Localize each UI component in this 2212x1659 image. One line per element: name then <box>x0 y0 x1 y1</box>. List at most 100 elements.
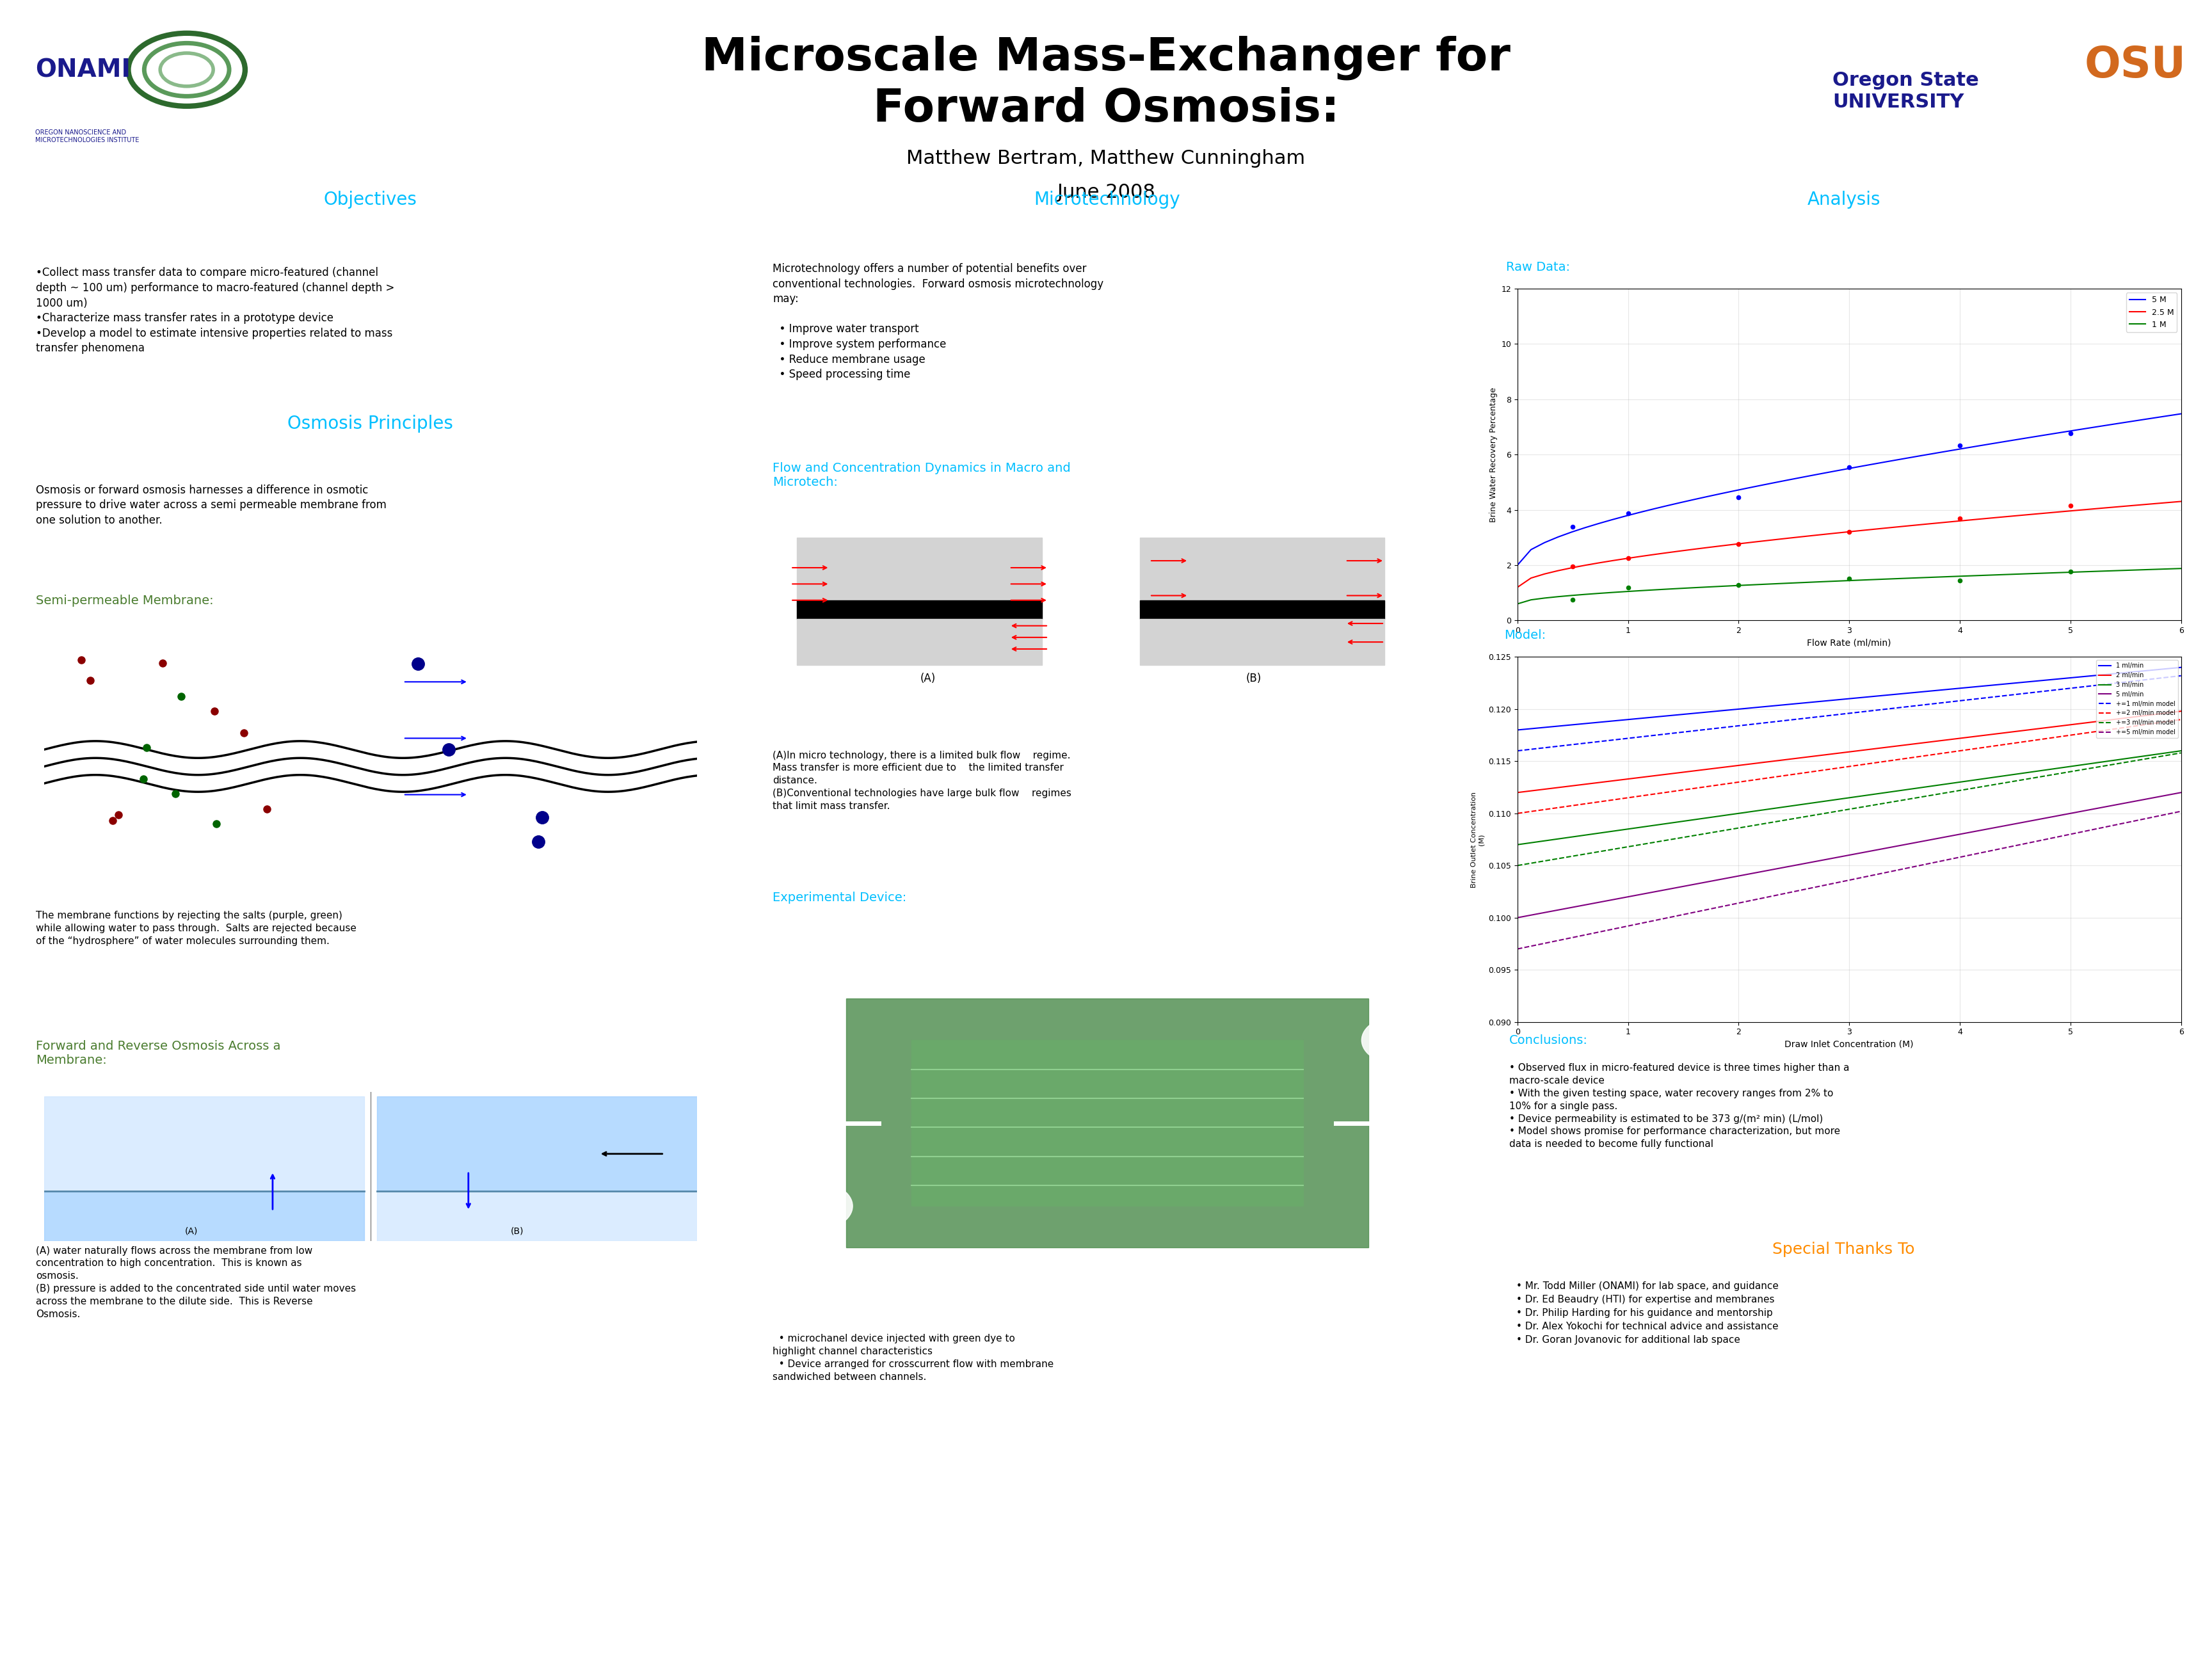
2 ml/min <box>1900 733 1927 753</box>
2.5 M <box>1517 567 1544 587</box>
+=5 ml/min model <box>1900 858 1927 878</box>
2.5 M <box>2168 491 2194 511</box>
2.5 M <box>1991 506 2017 526</box>
1 M <box>1843 571 1869 591</box>
+=3 ml/min model <box>1632 834 1659 854</box>
5 ml/min <box>2115 793 2141 813</box>
2.5 M <box>1761 529 1787 549</box>
1 M <box>1829 571 1856 591</box>
2.5 M <box>1924 513 1951 533</box>
2.5 M <box>1639 544 1666 564</box>
5 M <box>2099 415 2126 435</box>
+=2 ml/min model <box>1504 803 1531 823</box>
+=5 ml/min model <box>2135 808 2161 828</box>
1 ml/min <box>2115 662 2141 682</box>
5 M <box>1911 445 1938 465</box>
Point <box>1832 566 1867 592</box>
+=2 ml/min model <box>2135 715 2161 735</box>
Point <box>2053 420 2088 446</box>
Bar <box>911 1040 1303 1206</box>
2.5 M <box>1774 528 1801 547</box>
1 ml/min <box>1504 720 1531 740</box>
2.5 M <box>1681 539 1708 559</box>
1 ml/min <box>1900 684 1927 703</box>
Line: 1 ml/min: 1 ml/min <box>1517 667 2181 730</box>
5 ml/min <box>1900 833 1927 853</box>
Line: 1 M: 1 M <box>1517 569 2181 604</box>
Text: Semi-permeable Membrane:: Semi-permeable Membrane: <box>35 594 215 607</box>
2.5 M <box>2128 494 2154 514</box>
Point <box>1555 513 1590 539</box>
5 M <box>1517 539 1544 559</box>
3 ml/min <box>2115 748 2141 768</box>
Bar <box>1139 538 1385 607</box>
5 M <box>1924 443 1951 463</box>
Text: June 2008: June 2008 <box>1057 182 1155 202</box>
5 M <box>1544 528 1571 547</box>
+=1 ml/min model <box>2135 670 2161 690</box>
Legend: 5 M, 2.5 M, 1 M: 5 M, 2.5 M, 1 M <box>2126 292 2177 332</box>
2.5 M <box>1911 514 1938 534</box>
Point <box>1942 433 1978 460</box>
1 M <box>1694 577 1721 597</box>
1 M <box>1681 577 1708 597</box>
+=3 ml/min model <box>2115 752 2141 771</box>
5 M <box>2046 423 2073 443</box>
5 ml/min <box>2168 783 2194 803</box>
2.5 M <box>1573 556 1599 576</box>
Point <box>1832 519 1867 546</box>
2.5 M <box>1843 521 1869 541</box>
2.5 M <box>1816 524 1843 544</box>
Circle shape <box>1363 1015 1440 1065</box>
2.5 M <box>1790 528 1816 547</box>
1 M <box>1544 587 1571 607</box>
Text: Oregon State
UNIVERSITY: Oregon State UNIVERSITY <box>1832 71 1980 111</box>
2.5 M <box>2020 504 2046 524</box>
2.5 M <box>1694 538 1721 557</box>
Line: 2 ml/min: 2 ml/min <box>1517 712 2181 793</box>
2.5 M <box>2033 503 2059 523</box>
1 M <box>1557 586 1584 606</box>
5 ml/min <box>1659 879 1686 899</box>
Bar <box>1139 619 1385 665</box>
5 M <box>1951 438 1978 458</box>
5 ml/min <box>1847 843 1874 863</box>
+=5 ml/min model <box>2168 801 2194 821</box>
Point <box>2053 493 2088 519</box>
2.5 M <box>1964 509 1991 529</box>
Text: Matthew Bertram, Matthew Cunningham: Matthew Bertram, Matthew Cunningham <box>907 149 1305 168</box>
1 M <box>1666 579 1692 599</box>
5 M <box>1882 450 1909 469</box>
3 ml/min <box>1847 786 1874 806</box>
2.5 M <box>1531 564 1557 584</box>
5 M <box>2141 408 2168 428</box>
Bar <box>1139 601 1385 619</box>
Text: (A): (A) <box>184 1226 197 1236</box>
5 M <box>1964 436 1991 456</box>
2 ml/min <box>2115 708 2141 728</box>
1 M <box>1856 569 1882 589</box>
2 ml/min <box>1504 783 1531 803</box>
1 M <box>1504 594 1531 614</box>
Text: (A): (A) <box>920 672 936 684</box>
1 M <box>1898 567 1924 587</box>
Text: Osmosis or forward osmosis harnesses a difference in osmotic
pressure to drive w: Osmosis or forward osmosis harnesses a d… <box>35 484 387 526</box>
Text: Raw Data:: Raw Data: <box>1506 260 1571 274</box>
2.5 M <box>1586 552 1613 572</box>
X-axis label: Draw Inlet Concentration (M): Draw Inlet Concentration (M) <box>1785 1040 1913 1048</box>
1 M <box>1964 566 1991 586</box>
1 M <box>2168 559 2194 579</box>
Text: • Mr. Todd Miller (ONAMI) for lab space, and guidance
• Dr. Ed Beaudry (HTI) for: • Mr. Todd Miller (ONAMI) for lab space,… <box>1515 1281 1778 1344</box>
2.5 M <box>2099 498 2126 518</box>
+=1 ml/min model <box>1847 702 1874 722</box>
1 M <box>2073 562 2099 582</box>
1 M <box>1911 567 1938 587</box>
2.5 M <box>1856 519 1882 539</box>
Line: 5 M: 5 M <box>1517 413 2181 566</box>
5 M <box>1586 514 1613 534</box>
1 M <box>1978 566 2004 586</box>
+=2 ml/min model <box>1659 781 1686 801</box>
Text: OREGON NANOSCIENCE AND
MICROTECHNOLOGIES INSTITUTE: OREGON NANOSCIENCE AND MICROTECHNOLOGIES… <box>35 129 139 143</box>
1 M <box>1639 581 1666 601</box>
Point <box>1942 506 1978 533</box>
